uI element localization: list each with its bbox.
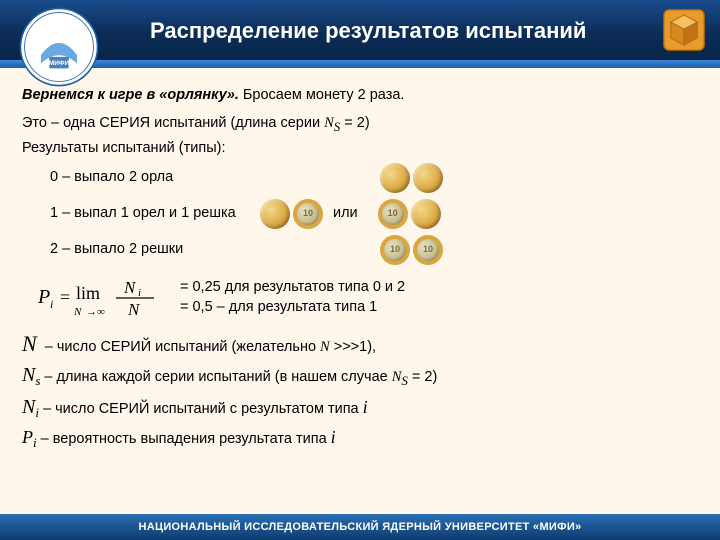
type0-label: 0 – выпало 2 орла: [50, 168, 290, 188]
type0-row: 0 – выпало 2 орла: [22, 163, 698, 193]
cube-icon: [662, 8, 706, 52]
footer-bar: НАЦИОНАЛЬНЫЙ ИССЛЕДОВАТЕЛЬСКИЙ ЯДЕРНЫЙ У…: [0, 514, 720, 540]
def-ns: Ns – длина каждой серии испытаний (в наш…: [22, 362, 698, 389]
intro-bold: Вернемся к игре в «орлянку».: [22, 87, 239, 103]
results-heading: Результаты испытаний (типы):: [22, 139, 698, 159]
def-pi: Pi – вероятность выпадения результата ти…: [22, 425, 698, 451]
formula-text: = 0,25 для результатов типа 0 и 2 = 0,5 …: [180, 278, 405, 317]
header-bar: МИФИ Распределение результатов испытаний: [0, 0, 720, 68]
def-ni: Ni – число СЕРИЙ испытаний с результатом…: [22, 394, 698, 421]
svg-text:i: i: [138, 287, 141, 299]
prob-line2: = 0,5 – для результата типа 1: [180, 298, 405, 318]
svg-text:N: N: [127, 300, 141, 319]
type0-coins: [380, 163, 443, 193]
series-line: Это – одна СЕРИЯ испытаний (длина серии …: [22, 114, 698, 135]
svg-text:P: P: [37, 286, 50, 308]
intro-line: Вернемся к игре в «орлянку». Бросаем мон…: [22, 86, 698, 106]
svg-text:N: N: [123, 278, 137, 297]
svg-text:N: N: [73, 306, 82, 318]
svg-text:i: i: [50, 297, 53, 311]
limit-formula: P i = lim N →∞ N i N: [36, 275, 166, 321]
svg-text:МИФИ: МИФИ: [49, 60, 70, 67]
page-title: Распределение результатов испытаний: [150, 18, 586, 44]
coin-tails-icon: 10: [413, 235, 443, 265]
def-n: N – число СЕРИЙ испытаний (желательно N …: [22, 329, 698, 359]
prob-line1: = 0,25 для результатов типа 0 и 2: [180, 278, 405, 298]
type2-coins: 10 10: [380, 235, 443, 265]
coin-heads-icon: [411, 199, 441, 229]
coin-heads-icon: [260, 199, 290, 229]
type2-row: 2 – выпало 2 решки 10 10: [22, 235, 698, 265]
coin-tails-icon: 10: [293, 199, 323, 229]
or-label: или: [333, 204, 358, 224]
coin-heads-icon: [413, 163, 443, 193]
coin-tails-icon: 10: [380, 235, 410, 265]
svg-text:lim: lim: [76, 283, 100, 303]
type1-coins-a: 10: [260, 199, 323, 229]
intro-rest: Бросаем монету 2 раза.: [239, 87, 405, 103]
formula-row: P i = lim N →∞ N i N = 0,25 для результа…: [22, 275, 698, 321]
type2-label: 2 – выпало 2 решки: [50, 240, 290, 260]
university-logo: МИФИ: [18, 6, 100, 88]
type1-label: 1 – выпал 1 орел и 1 решка: [50, 204, 250, 224]
type1-row: 1 – выпал 1 орел и 1 решка 10 или 10: [22, 199, 698, 229]
content-area: Вернемся к игре в «орлянку». Бросаем мон…: [22, 86, 698, 456]
svg-text:→∞: →∞: [86, 306, 105, 318]
svg-text:=: =: [60, 287, 70, 307]
definitions: N – число СЕРИЙ испытаний (желательно N …: [22, 329, 698, 452]
coin-tails-icon: 10: [378, 199, 408, 229]
type1-coins-b: 10: [378, 199, 441, 229]
coin-heads-icon: [380, 163, 410, 193]
